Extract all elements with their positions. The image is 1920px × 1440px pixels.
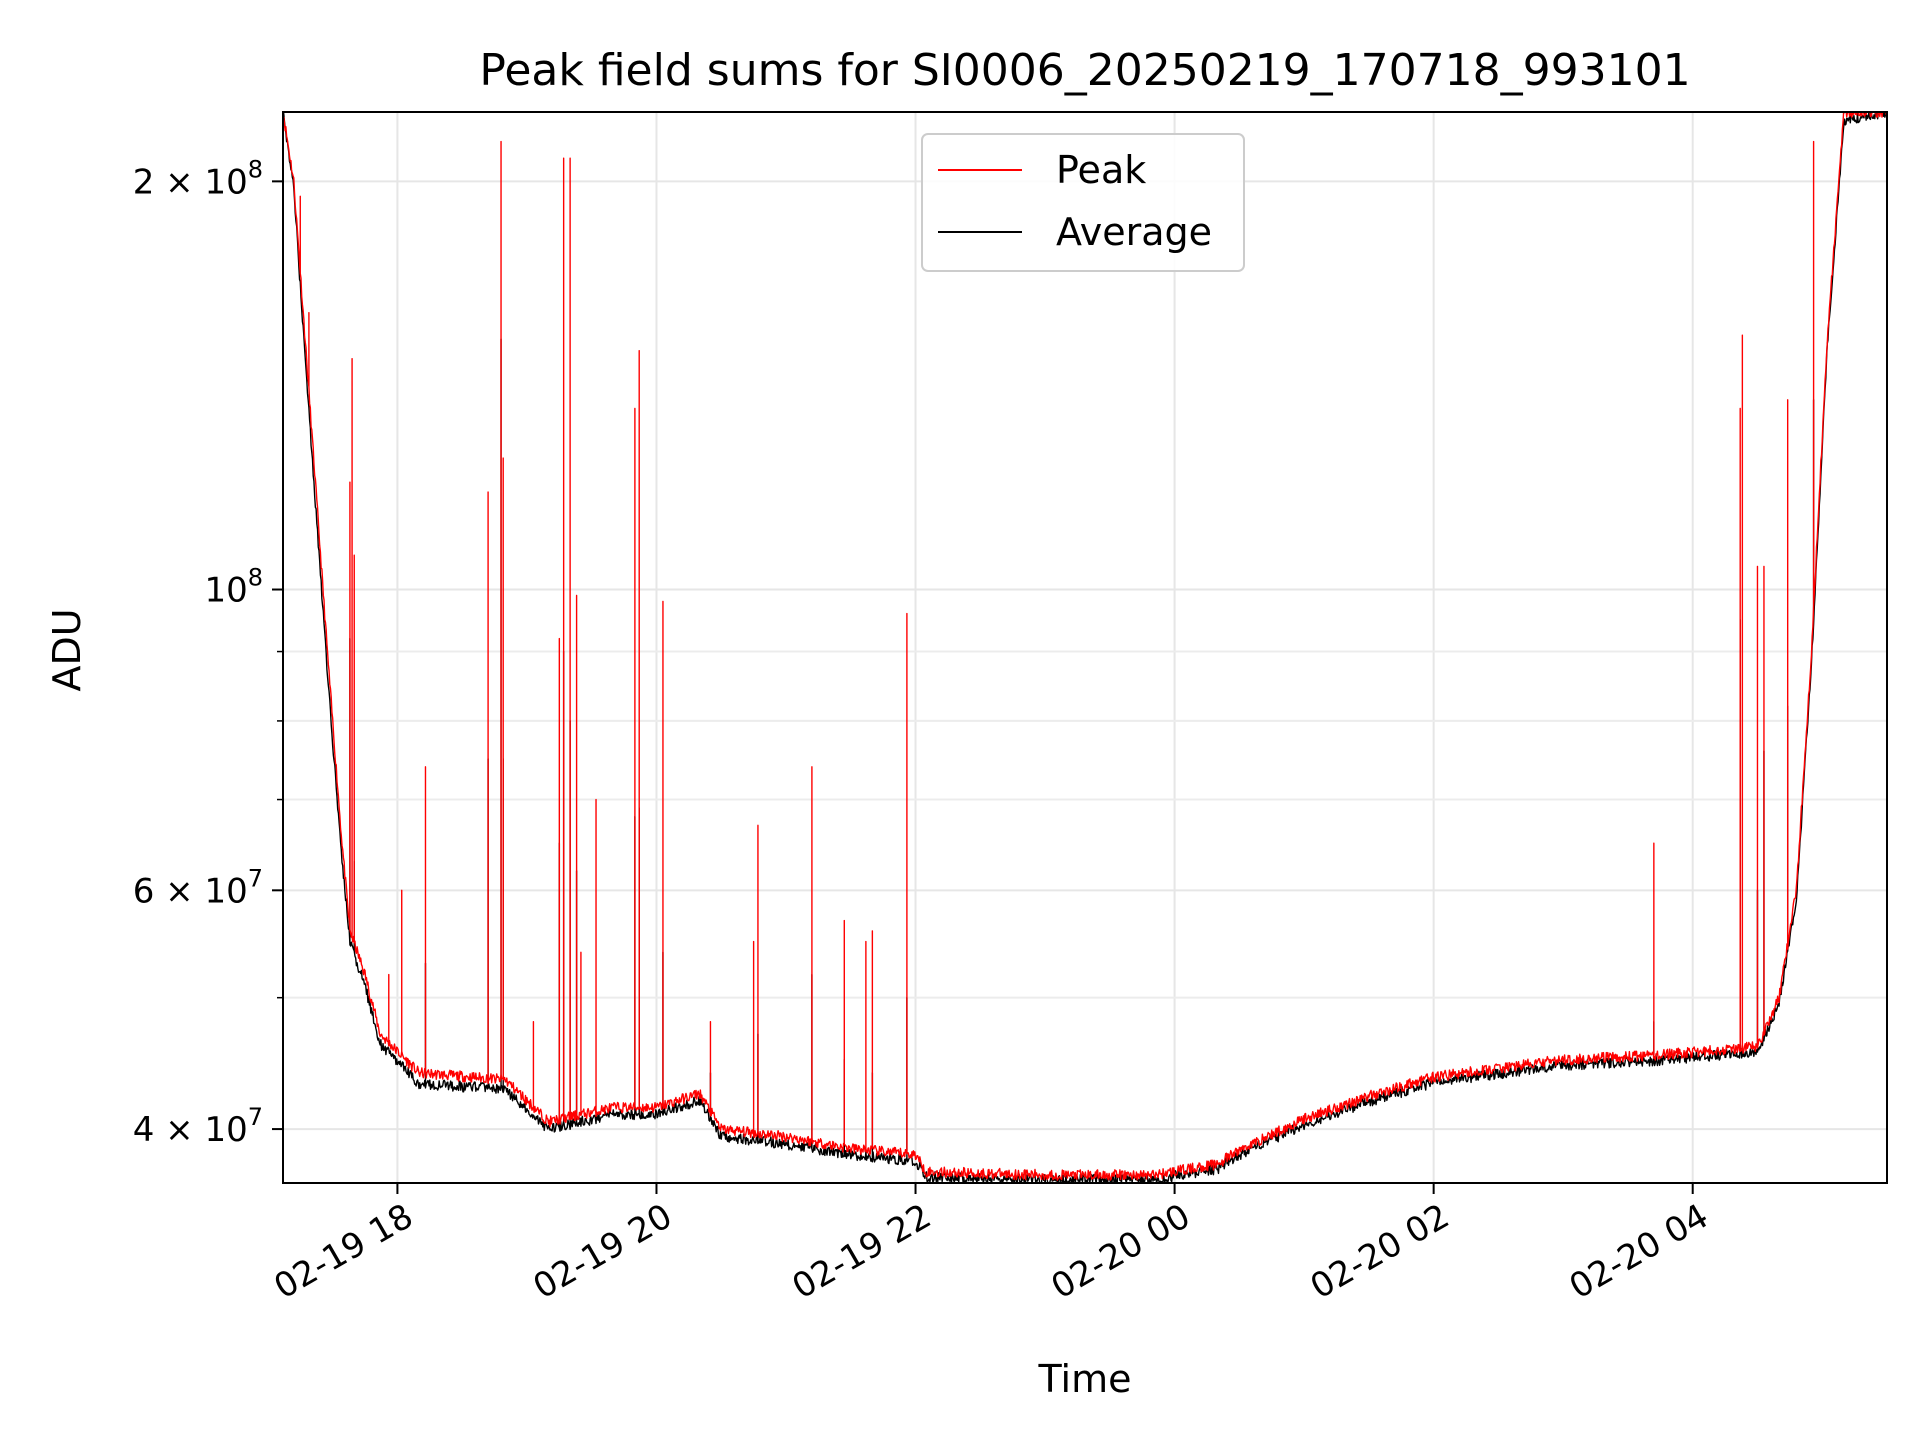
y-tick-exponent: 7 bbox=[248, 1103, 263, 1131]
y-tick-label: 2 × 108 bbox=[133, 155, 263, 202]
legend-label-peak: Peak bbox=[1056, 148, 1146, 192]
y-tick-mantissa: 6 × bbox=[133, 871, 205, 911]
y-tick-exponent: 8 bbox=[248, 155, 263, 183]
y-tick-base: 10 bbox=[204, 571, 247, 611]
x-axis-label: Time bbox=[1038, 1357, 1132, 1401]
plot-frame bbox=[282, 111, 1888, 1184]
y-tick-label: 6 × 107 bbox=[133, 864, 263, 911]
series-average bbox=[283, 112, 1887, 1183]
legend-box bbox=[921, 133, 1245, 272]
y-tick-mantissa: 4 × bbox=[133, 1110, 205, 1150]
y-tick-label: 4 × 107 bbox=[133, 1103, 263, 1150]
series-peak bbox=[283, 112, 1887, 1181]
y-tick-base: 10 bbox=[204, 162, 247, 202]
legend-label-average: Average bbox=[1056, 210, 1212, 254]
series-line-peak bbox=[283, 112, 1887, 1181]
y-tick-base: 10 bbox=[204, 871, 247, 911]
series-line-average bbox=[283, 112, 1887, 1183]
y-tick-base: 10 bbox=[204, 1110, 247, 1150]
y-axis-label: ADU bbox=[45, 608, 89, 691]
chart-title: Peak field sums for SI0006_20250219_1707… bbox=[479, 45, 1690, 96]
y-tick-mantissa: 2 × bbox=[133, 162, 205, 202]
series-layer bbox=[283, 112, 1887, 1183]
y-tick-exponent: 7 bbox=[248, 864, 263, 892]
legend: Peak Average bbox=[921, 133, 1245, 272]
y-tick-exponent: 8 bbox=[248, 564, 263, 592]
y-tick-label: 108 bbox=[204, 564, 263, 611]
